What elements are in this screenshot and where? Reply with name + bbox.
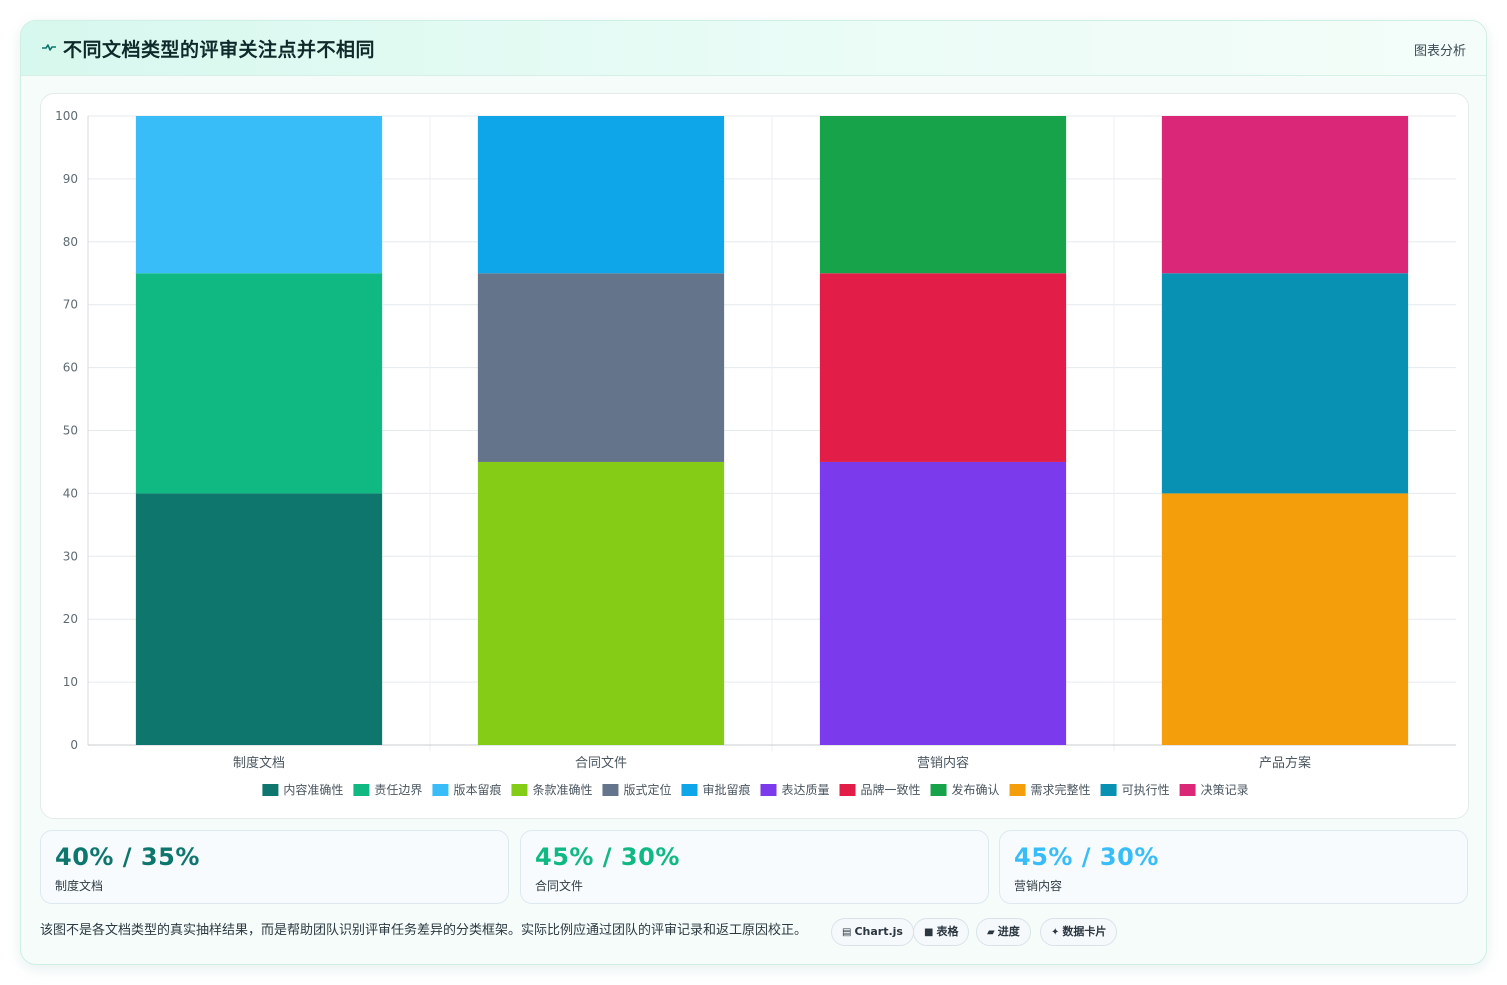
legend-label: 需求完整性 xyxy=(1031,782,1091,797)
legend-swatch xyxy=(511,784,528,796)
x-tick-label: 营销内容 xyxy=(917,755,969,771)
bar-segment xyxy=(135,273,383,494)
chip-label: 数据卡片 xyxy=(1062,925,1107,938)
legend-swatch xyxy=(432,784,449,796)
y-tick-label: 30 xyxy=(63,549,78,563)
chart-card: 不同文档类型的评审关注点并不相同 图表分析 0 10 20 30 40 50 60 70 80 9… xyxy=(20,20,1487,965)
stat-label: 营销内容 xyxy=(1014,879,1063,893)
bar-segment xyxy=(477,273,725,462)
sparkle-icon: ✦ xyxy=(1051,927,1060,938)
bar-segment xyxy=(1161,273,1409,494)
legend-label: 内容准确性 xyxy=(283,782,343,797)
x-tick-label: 制度文档 xyxy=(233,755,285,771)
y-tick-label: 80 xyxy=(63,235,78,249)
bar-segment xyxy=(135,493,383,745)
y-tick-label: 10 xyxy=(63,675,78,689)
chip-label: 表格 xyxy=(936,925,959,938)
chart-panel: 0 10 20 30 40 50 60 70 80 90 100 制度文档 合同文件 营销内容 产品方案内容… xyxy=(40,93,1469,819)
bar-segment xyxy=(1161,493,1409,745)
legend-swatch xyxy=(262,784,279,796)
legend-swatch xyxy=(353,784,370,796)
legend-swatch xyxy=(760,784,777,796)
legend-label: 发布确认 xyxy=(952,782,1000,797)
legend-label: 版本留痕 xyxy=(453,782,501,797)
legend-swatch xyxy=(1100,784,1117,796)
page-title: 不同文档类型的评审关注点并不相同 xyxy=(63,39,376,61)
stacked-bar-chart: 0 10 20 30 40 50 60 70 80 90 100 制度文档 合同文件 营销内容 产品方案内容… xyxy=(55,109,1456,797)
stat-label: 合同文件 xyxy=(535,879,584,893)
chip-label: Chart.js xyxy=(854,925,903,938)
y-tick-label: 0 xyxy=(70,738,78,752)
legend-swatch xyxy=(930,784,947,796)
legend-label: 决策记录 xyxy=(1201,783,1249,797)
stat-card-0: 40% / 35% 制度文档 xyxy=(40,830,509,904)
bar-segment xyxy=(819,116,1067,274)
y-tick-label: 50 xyxy=(63,424,78,438)
y-tick-label: 60 xyxy=(63,361,78,375)
chip-label: 进度 xyxy=(997,925,1020,938)
bar-segment xyxy=(819,461,1067,745)
bar-segment xyxy=(477,116,725,274)
progress-icon: ▰ xyxy=(987,927,995,938)
pulse-icon xyxy=(42,44,56,51)
y-tick-label: 20 xyxy=(63,612,78,626)
card-header: 不同文档类型的评审关注点并不相同 图表分析 xyxy=(21,21,1486,76)
legend-label: 版式定位 xyxy=(623,782,671,797)
legend-swatch xyxy=(681,784,698,796)
bar-segment xyxy=(819,273,1067,462)
chip-chartjs[interactable]: ▤ Chart.js xyxy=(831,918,914,946)
chart-analysis-link[interactable]: 图表分析 xyxy=(1413,44,1466,59)
x-tick-label: 产品方案 xyxy=(1259,755,1311,771)
legend-label: 审批留痕 xyxy=(702,782,750,797)
footnote: 该图不是各文档类型的真实抽样结果，而是帮助团队识别评审任务差异的分类框架。实际比… xyxy=(40,923,808,938)
table-icon: ■ xyxy=(924,927,934,938)
chip-progress[interactable]: ▰ 进度 xyxy=(976,918,1031,946)
stat-value: 45% / 30% xyxy=(535,843,680,871)
legend-swatch xyxy=(839,784,856,796)
stat-value: 45% / 30% xyxy=(1014,843,1159,871)
chart-icon: ▤ xyxy=(842,927,852,938)
legend-label: 品牌一致性 xyxy=(861,783,921,797)
y-tick-label: 100 xyxy=(55,109,78,123)
y-tick-label: 70 xyxy=(63,298,78,312)
legend-label: 可执行性 xyxy=(1122,783,1170,797)
y-tick-label: 40 xyxy=(63,486,78,500)
legend-label: 表达质量 xyxy=(782,783,830,797)
stat-value: 40% / 35% xyxy=(55,843,200,871)
bar-segment xyxy=(1161,116,1409,274)
chip-table[interactable]: ■ 表格 xyxy=(913,918,970,946)
legend-swatch xyxy=(1179,784,1196,796)
stat-card-1: 45% / 30% 合同文件 xyxy=(520,830,989,904)
stat-card-2: 45% / 30% 营销内容 xyxy=(999,830,1468,904)
x-tick-label: 合同文件 xyxy=(575,756,627,771)
legend-label: 条款准确性 xyxy=(532,783,592,797)
legend-swatch xyxy=(602,784,619,796)
stat-label: 制度文档 xyxy=(55,879,104,893)
bar-segment xyxy=(135,116,383,274)
legend-label: 责任边界 xyxy=(374,783,422,797)
legend-swatch xyxy=(1009,784,1026,796)
bar-segment xyxy=(477,461,725,745)
chip-data-card[interactable]: ✦ 数据卡片 xyxy=(1040,918,1118,946)
y-tick-label: 90 xyxy=(63,172,78,186)
